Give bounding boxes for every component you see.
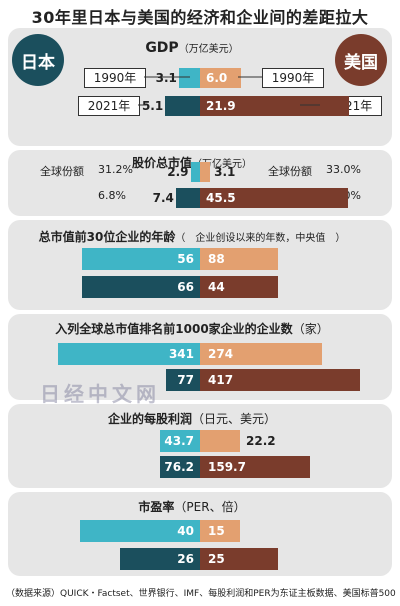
bar-japan-3-1 [166, 369, 200, 391]
bar-usa-2-0 [200, 248, 278, 270]
bar-japan-0-0 [178, 68, 200, 88]
top1000-title: 入列全球总市值排名前1000家企业的企业数（家） [55, 322, 329, 336]
value-japan-0-1: 5.1 [141, 99, 164, 113]
bar-japan-1-1 [175, 188, 200, 208]
value-japan-4-1: 76.2 [164, 460, 194, 474]
bar-japan-5-1 [120, 548, 200, 570]
value-usa-0-0: 6.0 [206, 71, 228, 85]
bar-japan-1-0 [190, 162, 200, 182]
year-2021-left: 2021年 [78, 96, 140, 116]
value-usa-3-0: 274 [208, 347, 234, 361]
bar-usa-4-0 [200, 430, 240, 452]
eps-title: 企业的每股利润（日元、美元） [107, 412, 277, 426]
value-japan-1-0: 2.9 [167, 165, 189, 179]
bar-japan-2-0 [82, 248, 200, 270]
usa-badge: 美国 [335, 34, 387, 86]
watermark: 日经中文网 [40, 382, 160, 406]
value-usa-1-1: 45.5 [206, 191, 236, 205]
share-japan-2021: 6.8% [98, 189, 126, 202]
value-japan-2-0: 56 [177, 252, 194, 266]
value-usa-4-1: 159.7 [208, 460, 246, 474]
bar-japan-0-1 [165, 96, 200, 116]
bar-usa-5-1 [200, 548, 278, 570]
bar-usa-3-0 [200, 343, 322, 365]
value-japan-3-1: 77 [177, 373, 194, 387]
bar-japan-4-0 [160, 430, 200, 452]
gdp-title: GDP（万亿美元） [145, 40, 239, 56]
bar-usa-5-0 [200, 520, 240, 542]
value-usa-5-0: 15 [208, 524, 225, 538]
value-japan-0-0: 3.1 [155, 71, 177, 85]
value-japan-4-0: 43.7 [164, 434, 194, 448]
share-label-japan: 全球份额 [40, 165, 84, 178]
bar-usa-3-1 [200, 369, 360, 391]
bar-usa-4-1 [200, 456, 310, 478]
value-japan-5-0: 40 [177, 524, 194, 538]
year-1990-left: 1990年 [84, 68, 146, 88]
bar-japan-5-0 [80, 520, 200, 542]
bar-japan-3-0 [58, 343, 200, 365]
bar-usa-2-1 [200, 276, 278, 298]
share-japan-1990: 31.2% [98, 163, 133, 176]
share-usa-1990: 33.0% [326, 163, 361, 176]
age-title: 总市值前30位企业的年龄（ 企业创设以来的年数，中央值 ） [38, 230, 346, 244]
bar-japan-4-1 [160, 456, 200, 478]
value-japan-5-1: 26 [177, 552, 194, 566]
bar-usa-0-1 [200, 96, 350, 116]
value-usa-2-0: 88 [208, 252, 225, 266]
year-1990-right: 1990年 [262, 68, 324, 88]
page-title: 30年里日本与美国的经济和企业间的差距拉大 [31, 8, 369, 27]
value-usa-4-0: 22.2 [246, 434, 276, 448]
stock-title: 股价总市值（万亿美元） [131, 156, 252, 170]
value-usa-3-1: 417 [208, 373, 234, 387]
source-note: （数据来源）QUICK・Factset、世界银行、IMF、每股利润和PER为东证… [6, 589, 396, 599]
value-usa-2-1: 44 [208, 280, 225, 294]
share-label-usa: 全球份额 [268, 165, 312, 178]
bar-japan-2-1 [82, 276, 200, 298]
bar-usa-1-1 [200, 188, 349, 208]
value-usa-1-0: 3.1 [214, 165, 236, 179]
bar-usa-1-0 [200, 162, 211, 182]
value-japan-2-1: 66 [177, 280, 194, 294]
value-japan-3-0: 341 [168, 347, 194, 361]
value-japan-1-1: 7.4 [152, 191, 174, 205]
per-title: 市盈率（PER、倍） [138, 500, 246, 514]
japan-badge: 日本 [12, 34, 64, 86]
bar-usa-0-0 [200, 68, 241, 88]
value-usa-0-1: 21.9 [206, 99, 236, 113]
value-usa-5-1: 25 [208, 552, 225, 566]
